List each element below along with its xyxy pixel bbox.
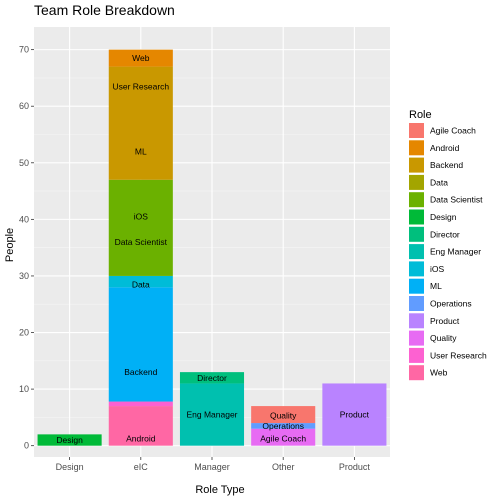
x-tick-label: Product	[339, 462, 371, 472]
legend-label: Android	[430, 143, 460, 153]
segment-label: Product	[340, 410, 370, 420]
y-tick-label: 10	[19, 384, 29, 394]
legend: Role Agile Coach Android Backend Data Data S…	[409, 109, 487, 381]
bars	[37, 49, 387, 446]
bar-segment-eic-ml	[108, 287, 173, 402]
legend-label: Eng Manager	[430, 247, 481, 257]
legend-label: Product	[430, 316, 460, 326]
legend-key	[409, 174, 424, 190]
bar-segment-eic-web	[108, 406, 173, 446]
segment-label: Operations	[262, 421, 304, 431]
x-tick-label: Manager	[194, 462, 230, 472]
bar-segment-eic-data-scientist	[108, 179, 173, 276]
segment-label: Data	[132, 279, 150, 289]
y-tick-label: 70	[19, 45, 29, 55]
legend-label: iOS	[430, 264, 445, 274]
segment-label: Android	[126, 433, 156, 443]
legend-key	[409, 192, 424, 208]
legend-key	[409, 296, 424, 311]
bar-segment-product-product	[322, 383, 387, 446]
y-tick-label: 0	[24, 441, 29, 451]
y-tick-label: 40	[19, 214, 29, 224]
legend-key	[409, 330, 424, 346]
legend-key	[409, 313, 424, 329]
x-tick-label: Other	[272, 462, 295, 472]
segment-label: Director	[197, 373, 227, 383]
bar-segment-eic-user-research	[108, 401, 173, 407]
legend-key	[409, 209, 424, 225]
segment-label: User Research	[112, 81, 169, 91]
segment-label: Backend	[124, 367, 157, 377]
legend-key	[409, 365, 424, 381]
legend-label: Operations	[430, 299, 472, 309]
segment-label: Data Scientist	[115, 237, 168, 247]
bar-segment-manager-eng-manager	[179, 383, 245, 446]
y-axis: 0 10 20 30 40 50 60 70	[19, 45, 34, 451]
legend-label: Web	[430, 368, 448, 378]
segment-label: Web	[132, 53, 150, 63]
bar-segment-eic-ios	[108, 275, 173, 288]
x-tick-label: eIC	[134, 462, 149, 472]
legend-title: Role	[409, 109, 432, 121]
legend-key	[409, 140, 424, 156]
segment-label: Quality	[270, 411, 297, 421]
chart-title: Team Role Breakdown	[34, 2, 175, 18]
legend-label: Data	[430, 177, 448, 187]
y-tick-label: 60	[19, 101, 29, 111]
x-axis-title: Role Type	[195, 484, 244, 496]
bar-segment-other-operations	[251, 423, 316, 429]
legend-key	[409, 347, 424, 363]
y-tick-label: 50	[19, 158, 29, 168]
legend-label: Director	[430, 229, 460, 239]
legend-label: ML	[430, 281, 442, 291]
segment-label: iOS	[134, 212, 149, 222]
segment-labels: Android Backend Data Data Scientist iOS ML Use…	[56, 53, 369, 445]
legend-label: Design	[430, 212, 457, 222]
legend-key	[409, 157, 424, 173]
legend-label: Backend	[430, 160, 463, 170]
legend-key	[409, 244, 424, 260]
y-axis-title: People	[4, 228, 16, 262]
legend-label: Quality	[430, 333, 457, 343]
legend-key	[409, 278, 424, 294]
segment-label: Design	[56, 435, 83, 445]
legend-key	[409, 261, 424, 277]
x-axis: Design eIC Manager Other Product	[56, 457, 371, 472]
legend-key	[409, 226, 424, 242]
bar-segment-design-design	[37, 434, 102, 446]
legend-label: Data Scientist	[430, 195, 483, 205]
y-tick-label: 20	[19, 328, 29, 338]
bar-segment-other-agile-coach	[251, 406, 316, 424]
bar-segment-eic-backend	[108, 66, 173, 180]
bar-segment-manager-director	[179, 372, 245, 384]
legend-label: Agile Coach	[430, 126, 476, 136]
segment-label: ML	[135, 146, 147, 156]
x-tick-label: Design	[56, 462, 84, 472]
y-tick-label: 30	[19, 271, 29, 281]
legend-key	[409, 123, 424, 138]
bar-segment-other-quality	[251, 428, 316, 446]
segment-label: Eng Manager	[186, 410, 237, 420]
legend-label: User Research	[430, 350, 487, 360]
bar-segment-eic-android	[108, 49, 173, 67]
segment-label: Agile Coach	[260, 433, 306, 443]
